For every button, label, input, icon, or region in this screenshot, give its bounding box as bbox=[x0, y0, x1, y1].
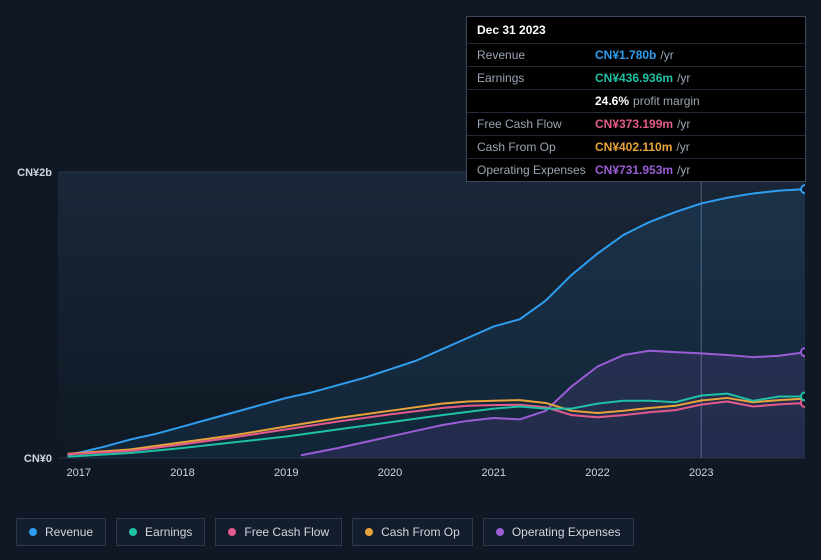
tooltip-metric-label: Operating Expenses bbox=[477, 163, 595, 177]
svg-text:2017: 2017 bbox=[67, 467, 91, 479]
tooltip-metric-unit: /yr bbox=[677, 71, 690, 85]
legend-label: Earnings bbox=[145, 525, 192, 539]
tooltip-metric-unit: /yr bbox=[676, 140, 689, 154]
legend-label: Operating Expenses bbox=[512, 525, 621, 539]
tooltip-row: 24.6% profit margin bbox=[467, 89, 805, 112]
tooltip-metric-value: CN¥436.936m bbox=[595, 71, 673, 85]
legend-swatch bbox=[228, 528, 236, 536]
tooltip-metric-value: CN¥1.780b bbox=[595, 48, 656, 62]
svg-text:CN¥2b: CN¥2b bbox=[17, 167, 52, 179]
legend-item[interactable]: Revenue bbox=[16, 518, 106, 546]
tooltip-row: Cash From OpCN¥402.110m/yr bbox=[467, 135, 805, 158]
svg-text:2020: 2020 bbox=[378, 467, 402, 479]
tooltip-metric-unit: /yr bbox=[677, 163, 690, 177]
svg-text:2019: 2019 bbox=[274, 467, 298, 479]
tooltip-metric-value: CN¥731.953m bbox=[595, 163, 673, 177]
tooltip-metric-value: CN¥402.110m bbox=[595, 140, 672, 154]
data-tooltip: Dec 31 2023 RevenueCN¥1.780b/yrEarningsC… bbox=[466, 16, 806, 182]
tooltip-row: Operating ExpensesCN¥731.953m/yr bbox=[467, 158, 805, 181]
tooltip-metric-unit: /yr bbox=[660, 48, 673, 62]
svg-text:CN¥0: CN¥0 bbox=[24, 453, 52, 465]
legend-item[interactable]: Operating Expenses bbox=[483, 518, 634, 546]
tooltip-metric-label: Free Cash Flow bbox=[477, 117, 595, 131]
legend-item[interactable]: Cash From Op bbox=[352, 518, 473, 546]
legend-label: Cash From Op bbox=[381, 525, 460, 539]
legend-item[interactable]: Earnings bbox=[116, 518, 205, 546]
tooltip-metric-unit: /yr bbox=[677, 117, 690, 131]
legend-label: Free Cash Flow bbox=[244, 525, 329, 539]
legend-item[interactable]: Free Cash Flow bbox=[215, 518, 342, 546]
chart-legend: Revenue Earnings Free Cash Flow Cash From O… bbox=[16, 518, 634, 546]
tooltip-metric-label: Earnings bbox=[477, 71, 595, 85]
financials-chart[interactable]: CN¥0 CN¥2b 2017 2018 2019 2020 2021 2022 2023 bbox=[16, 160, 805, 510]
tooltip-metric-value: CN¥373.199m bbox=[595, 117, 673, 131]
svg-text:2022: 2022 bbox=[585, 467, 609, 479]
tooltip-row: Free Cash FlowCN¥373.199m/yr bbox=[467, 112, 805, 135]
legend-swatch bbox=[365, 528, 373, 536]
tooltip-metric-label: Revenue bbox=[477, 48, 595, 62]
tooltip-row: RevenueCN¥1.780b/yr bbox=[467, 43, 805, 66]
svg-text:2018: 2018 bbox=[170, 467, 194, 479]
legend-swatch bbox=[496, 528, 504, 536]
legend-swatch bbox=[29, 528, 37, 536]
tooltip-metric-label: Cash From Op bbox=[477, 140, 595, 154]
legend-label: Revenue bbox=[45, 525, 93, 539]
legend-swatch bbox=[129, 528, 137, 536]
svg-text:2021: 2021 bbox=[482, 467, 506, 479]
profit-margin-value: 24.6% bbox=[595, 94, 629, 108]
tooltip-row: EarningsCN¥436.936m/yr bbox=[467, 66, 805, 89]
profit-margin-label: profit margin bbox=[633, 94, 700, 108]
svg-text:2023: 2023 bbox=[689, 467, 713, 479]
tooltip-date: Dec 31 2023 bbox=[467, 17, 805, 43]
